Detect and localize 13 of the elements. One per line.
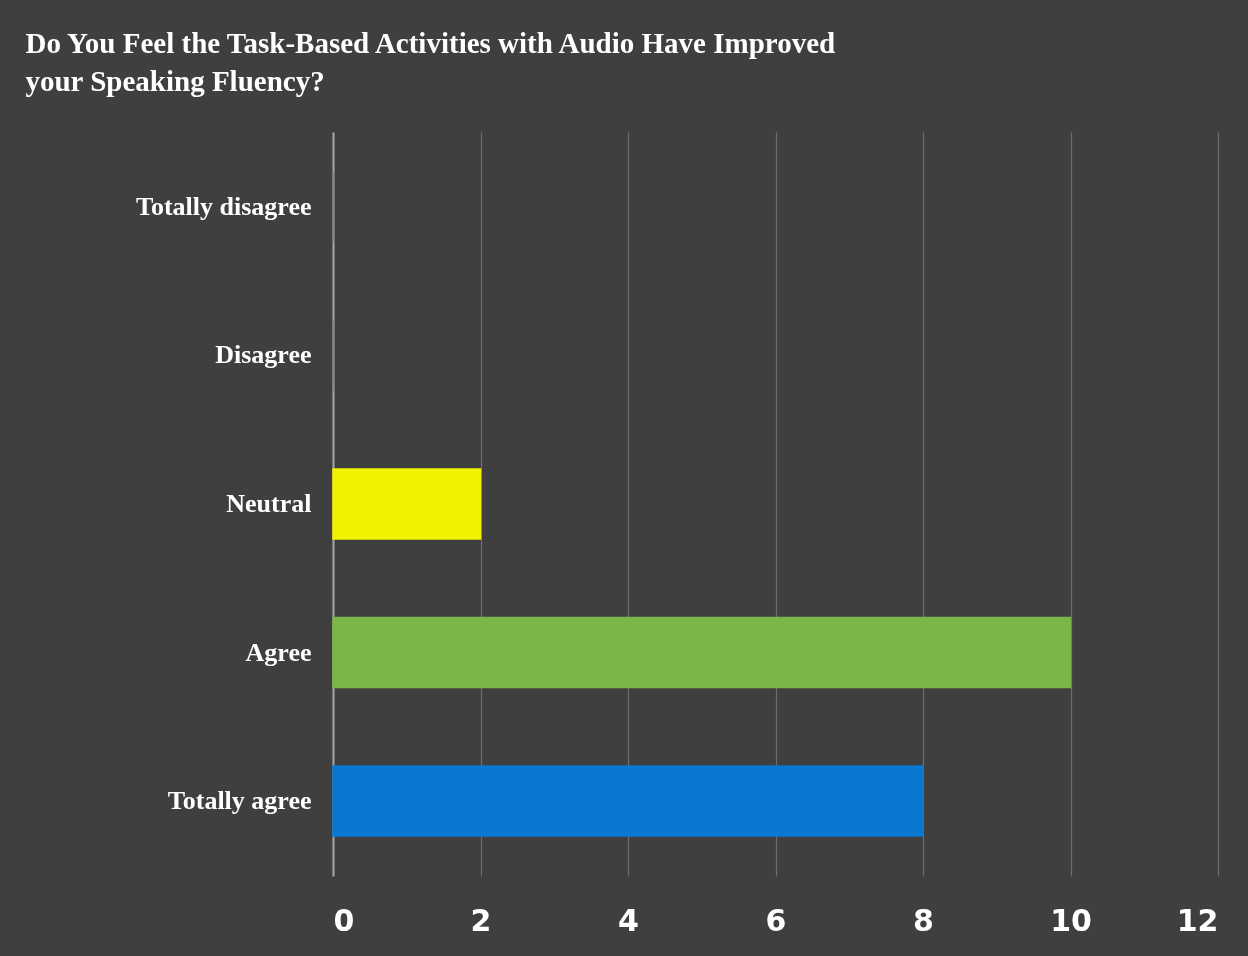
chart-title: Do You Feel the Task-Based Activities with Audio Have Improved your Speaking Fluency?: [25, 27, 836, 97]
y-tick-label: Neutral: [226, 489, 312, 518]
x-tick-label: 10: [1050, 902, 1092, 938]
y-tick-label: Disagree: [215, 340, 312, 370]
x-tick-label: 8: [913, 902, 934, 938]
x-tick-label: 6: [765, 902, 787, 938]
y-tick-label: Agree: [245, 637, 312, 667]
x-tick-label: 12: [1176, 902, 1219, 938]
x-tick-label: 2: [470, 902, 492, 938]
x-tick-label: 0: [333, 902, 355, 938]
y-tick-label: Totally agree: [167, 786, 312, 816]
x-tick-label: 4: [618, 902, 639, 938]
y-tick-label: Totally disagree: [135, 191, 312, 221]
